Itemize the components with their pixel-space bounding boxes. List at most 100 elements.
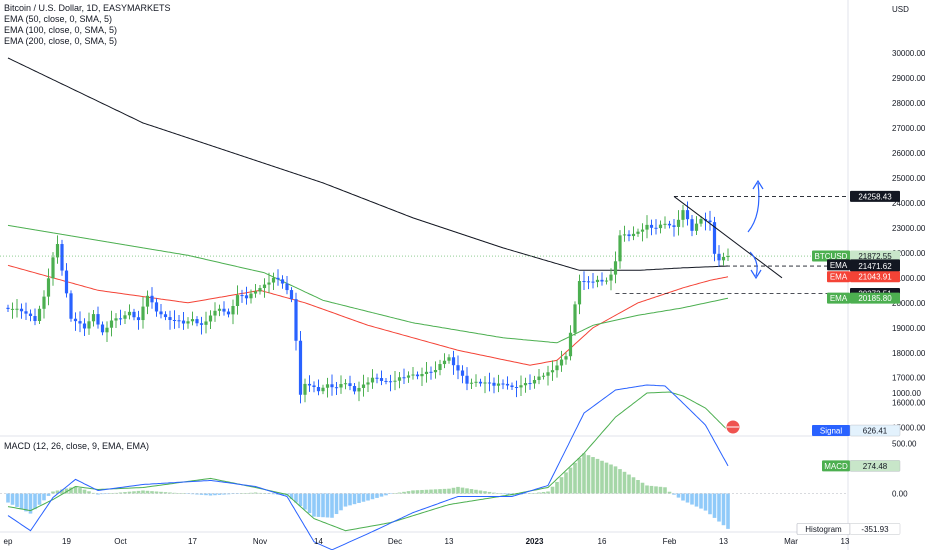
candle-body xyxy=(231,306,235,315)
macd-tick-label: 500.00 xyxy=(892,439,917,448)
candle-body xyxy=(541,375,546,377)
price-tag-value: 20185.80 xyxy=(858,294,892,303)
macd-histogram-bar xyxy=(388,493,393,495)
macd-histogram-bar xyxy=(663,487,667,494)
price-tick-label: 29000.00 xyxy=(892,74,926,83)
candle-body xyxy=(393,380,397,382)
price-tick-label: 21000.00 xyxy=(892,274,926,283)
candle-body xyxy=(663,223,667,225)
macd-legend[interactable]: MACD (12, 26, close, 9, EMA, EMA) xyxy=(4,441,150,451)
macd-histogram-bar xyxy=(181,493,186,494)
candle-body xyxy=(168,317,172,320)
candle-body xyxy=(195,319,199,324)
macd-histogram-bar xyxy=(667,491,672,494)
candle-body xyxy=(339,384,343,388)
time-tick-label: Oct xyxy=(114,537,127,546)
macd-histogram-bar xyxy=(420,489,424,494)
macd-histogram-bar xyxy=(312,493,316,517)
macd-histogram-bar xyxy=(280,493,285,496)
macd-histogram-bar xyxy=(586,455,591,494)
macd-histogram-bar xyxy=(411,490,415,494)
candle-body xyxy=(370,377,375,383)
macd-histogram-bar xyxy=(465,488,469,494)
macd-histogram-bar xyxy=(433,489,438,494)
candle-body xyxy=(294,299,298,341)
macd-histogram-bar xyxy=(555,481,559,494)
macd-histogram-bar xyxy=(447,488,451,494)
candle-body xyxy=(114,318,118,321)
candle-body xyxy=(568,332,573,357)
candle-body xyxy=(672,225,676,227)
candle-body xyxy=(100,324,105,333)
macd-histogram-bar xyxy=(546,491,550,494)
candle-body xyxy=(649,224,654,228)
macd-histogram-bar xyxy=(708,493,712,515)
macd-histogram-bar xyxy=(726,493,730,529)
macd-histogram-bar xyxy=(163,492,168,494)
macd-tag-value: 626.41 xyxy=(863,427,888,436)
ema-50-line xyxy=(7,264,729,366)
macd-tick-label: 0.00 xyxy=(892,490,908,499)
macd-histogram-bar xyxy=(451,487,456,494)
time-tick-label: 2023 xyxy=(526,537,544,546)
candle-body xyxy=(51,257,55,279)
macd-histogram-bar xyxy=(640,482,645,494)
candle-body xyxy=(559,359,564,366)
candle-body xyxy=(415,374,420,377)
candle-body xyxy=(186,321,190,324)
candle-body xyxy=(37,308,42,321)
candle-body xyxy=(226,311,231,315)
macd-histogram-bar xyxy=(352,493,357,505)
time-tick-label: 13 xyxy=(841,537,850,546)
candle-body xyxy=(411,374,415,376)
candle-body xyxy=(82,323,87,329)
macd-histogram-bar xyxy=(712,493,717,518)
macd-histogram-bar xyxy=(150,491,154,494)
macd-histogram-bar xyxy=(73,486,78,494)
candle-body xyxy=(159,311,163,315)
macd-histogram-bar xyxy=(366,493,370,501)
macd-histogram-bar xyxy=(676,493,681,498)
macd-histogram-bar xyxy=(127,491,132,494)
macd-histogram-bar xyxy=(24,493,28,512)
macd-histogram-bar xyxy=(114,492,118,494)
candle-body xyxy=(78,321,82,324)
macd-histogram-bar xyxy=(402,491,406,494)
time-tick-label: 13 xyxy=(719,537,728,546)
down-arrow-head xyxy=(750,269,762,280)
candle-body xyxy=(379,378,384,381)
candle-body xyxy=(348,383,352,387)
candle-body xyxy=(636,231,640,234)
candle-body xyxy=(595,279,600,283)
candle-body xyxy=(24,311,28,314)
candle-body xyxy=(586,281,591,283)
candle-body xyxy=(600,279,604,282)
candle-body xyxy=(478,381,483,384)
candle-body xyxy=(438,364,442,371)
macd-tag-bg xyxy=(849,523,901,535)
candle-body xyxy=(667,223,672,226)
macd-histogram-bar xyxy=(82,489,87,494)
price-tag-label-bg xyxy=(827,259,850,271)
macd-histogram-bar xyxy=(690,493,694,505)
macd-histogram-bar xyxy=(69,487,73,494)
price-tag-label-bg xyxy=(827,271,850,283)
candle-body xyxy=(532,379,537,384)
macd-histogram-bar xyxy=(96,493,100,495)
time-tick-label: 17 xyxy=(188,537,197,546)
ema200-legend[interactable]: EMA (200, close, 0, SMA, 5) xyxy=(4,36,118,46)
price-tag-value: 21471.62 xyxy=(858,262,892,271)
macd-histogram-bar xyxy=(132,491,136,494)
ema100-legend[interactable]: EMA (100, close, 0, SMA, 5) xyxy=(4,25,118,35)
macd-histogram-bar xyxy=(226,493,231,495)
candle-body xyxy=(397,377,402,381)
candle-body xyxy=(217,308,222,311)
macd-histogram-bar xyxy=(28,493,33,514)
ema50-legend[interactable]: EMA (50, close, 0, SMA, 5) xyxy=(4,14,113,24)
candle-body xyxy=(64,270,69,294)
candle-body xyxy=(253,291,258,294)
candle-body xyxy=(141,306,145,321)
macd-histogram-bar xyxy=(627,474,631,494)
candle-body xyxy=(33,316,37,321)
